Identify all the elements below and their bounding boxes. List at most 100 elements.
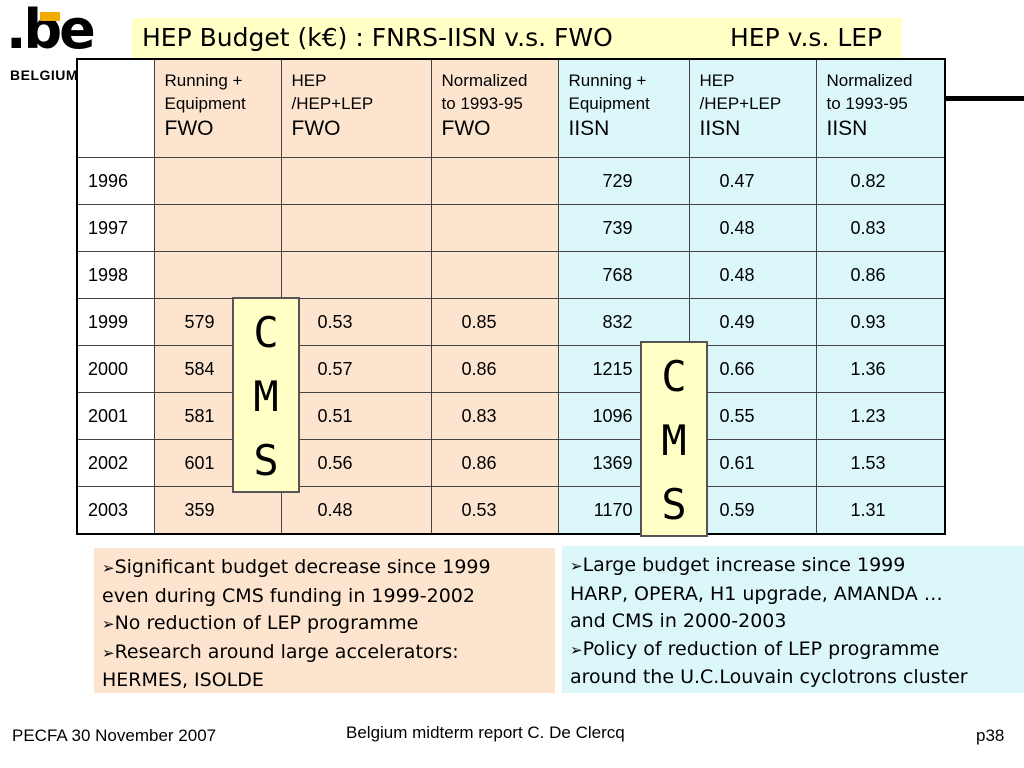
cell-value: 0.59 (719, 499, 755, 520)
cell-value: 1369 (592, 452, 633, 473)
logo-accent-icon (40, 12, 60, 21)
header-rule-right (945, 96, 1024, 101)
cell-value: 739 (602, 217, 633, 238)
note-line: HARP, OPERA, H1 upgrade, AMANDA … (570, 581, 1016, 609)
header-cell-iisn-normalized: Normalized to 1993-95 IISN (815, 58, 946, 158)
cell-fwo-hep (280, 251, 432, 299)
cell-iisn-running: 729 (557, 157, 690, 205)
arrow-bullet-icon: ➢ (102, 615, 115, 633)
cell-value: 581 (184, 405, 215, 426)
cell-value: 359 (184, 499, 215, 520)
note-line: ➢Policy of reduction of LEP programme (570, 636, 1016, 665)
arrow-bullet-icon: ➢ (102, 559, 115, 577)
cell-iisn-running: 768 (557, 251, 690, 299)
cell-value: 1.36 (850, 358, 886, 379)
cell-value: 1.23 (850, 405, 886, 426)
title-main: HEP Budget (k€) : FNRS-IISN v.s. FWO (142, 23, 613, 52)
cell-fwo-normalized: 0.83 (430, 392, 559, 440)
cell-iisn-hep: 0.66 (688, 345, 817, 393)
cell-fwo-hep (280, 157, 432, 205)
header-cell-iisn-running: Running + Equipment IISN (557, 58, 690, 158)
cell-iisn-normalized: 1.36 (815, 345, 946, 393)
cell-value: 0.57 (317, 358, 353, 379)
arrow-bullet-icon: ➢ (570, 640, 583, 659)
cell-value: 0.49 (719, 311, 755, 332)
cell-iisn-hep: 0.61 (688, 439, 817, 487)
note-line: around the U.C.Louvain cyclotrons cluste… (570, 664, 1016, 692)
note-line: ➢No reduction of LEP programme (102, 610, 547, 639)
cell-year: 2001 (76, 392, 155, 440)
cell-value: 0.93 (850, 311, 886, 332)
table-row: 2000 584 0.57 0.86 1215 0.66 1.36 (76, 345, 946, 393)
cell-fwo-normalized (430, 251, 559, 299)
logo-mark: .be (6, 0, 96, 61)
cell-value: 1096 (592, 405, 633, 426)
cell-value: 0.83 (461, 405, 497, 426)
note-line: HERMES, ISOLDE (102, 667, 547, 695)
cms-label-fwo: C M S (232, 297, 300, 493)
cell-iisn-hep: 0.49 (688, 298, 817, 346)
cell-value: 0.82 (850, 170, 886, 191)
cell-fwo-running (153, 157, 282, 205)
cell-fwo-normalized (430, 157, 559, 205)
table-row: 2001 581 0.51 0.83 1096 0.55 1.23 (76, 392, 946, 440)
note-line: even during CMS funding in 1999-2002 (102, 583, 547, 611)
cell-value: 0.48 (719, 217, 755, 238)
cell-iisn-normalized: 0.82 (815, 157, 946, 205)
belgium-logo: .be BELGIUM (6, 0, 96, 86)
cms-label-iisn: C M S (640, 341, 708, 537)
cell-iisn-normalized: 0.86 (815, 251, 946, 299)
note-text: even during CMS funding in 1999-2002 (102, 584, 475, 607)
cell-year: 1999 (76, 298, 155, 346)
cell-year: 1997 (76, 204, 155, 252)
cell-fwo-normalized: 0.86 (430, 345, 559, 393)
cell-year: 1996 (76, 157, 155, 205)
cell-fwo-hep (280, 204, 432, 252)
header-cell-fwo-hep: HEP/HEP+LEP FWO (280, 58, 432, 158)
cell-year: 2000 (76, 345, 155, 393)
cell-value: 579 (184, 311, 215, 332)
cell-value: 729 (602, 170, 633, 191)
cell-value: 0.86 (850, 264, 886, 285)
table-header-row: Running + Equipment FWO HEP/HEP+LEP FWO Nor… (76, 58, 946, 158)
cell-iisn-normalized: 1.31 (815, 486, 946, 535)
cell-value: 584 (184, 358, 215, 379)
cell-year: 1998 (76, 251, 155, 299)
table-row: 1997 739 0.48 0.83 (76, 204, 946, 252)
cell-fwo-hep: 0.48 (280, 486, 432, 535)
cell-fwo-hep: 0.51 (280, 392, 432, 440)
cell-fwo-normalized: 0.86 (430, 439, 559, 487)
cell-value: 768 (602, 264, 633, 285)
note-line: ➢Research around large accelerators: (102, 639, 547, 668)
cell-year: 2003 (76, 486, 155, 535)
footer-report: Belgium midterm report C. De Clercq (346, 723, 625, 742)
cell-iisn-normalized: 0.83 (815, 204, 946, 252)
arrow-bullet-icon: ➢ (102, 643, 115, 662)
cell-value: 0.51 (317, 405, 353, 426)
title-secondary: HEP v.s. LEP (730, 23, 883, 52)
notes-iisn: ➢Large budget increase since 1999 HARP, O… (562, 546, 1024, 693)
cell-fwo-normalized: 0.85 (430, 298, 559, 346)
cell-iisn-normalized: 1.53 (815, 439, 946, 487)
cell-value: 0.61 (719, 452, 755, 473)
table-row: 2002 601 0.56 0.86 1369 0.61 1.53 (76, 439, 946, 487)
cms-letter: S (661, 480, 687, 529)
cell-fwo-normalized (430, 204, 559, 252)
table-row: 1998 768 0.48 0.86 (76, 251, 946, 299)
cms-letter: M (661, 416, 687, 465)
note-text: HERMES, ISOLDE (102, 669, 264, 691)
cms-letter: C (661, 352, 687, 401)
arrow-bullet-icon: ➢ (570, 557, 583, 575)
note-text: No reduction of LEP programme (114, 612, 419, 634)
cell-fwo-hep: 0.53 (280, 298, 432, 346)
cell-value: 0.48 (719, 264, 755, 285)
header-cell-fwo-normalized: Normalized to 1993-95 FWO (430, 58, 559, 158)
cell-fwo-hep: 0.56 (280, 439, 432, 487)
cell-iisn-running: 739 (557, 204, 690, 252)
note-line: ➢Significant budget decrease since 1999 (102, 554, 547, 583)
cell-iisn-hep: 0.48 (688, 251, 817, 299)
cell-iisn-normalized: 0.93 (815, 298, 946, 346)
cell-value: 1170 (593, 499, 633, 520)
cell-value: 0.86 (461, 358, 497, 379)
cell-value: 0.56 (317, 452, 353, 473)
